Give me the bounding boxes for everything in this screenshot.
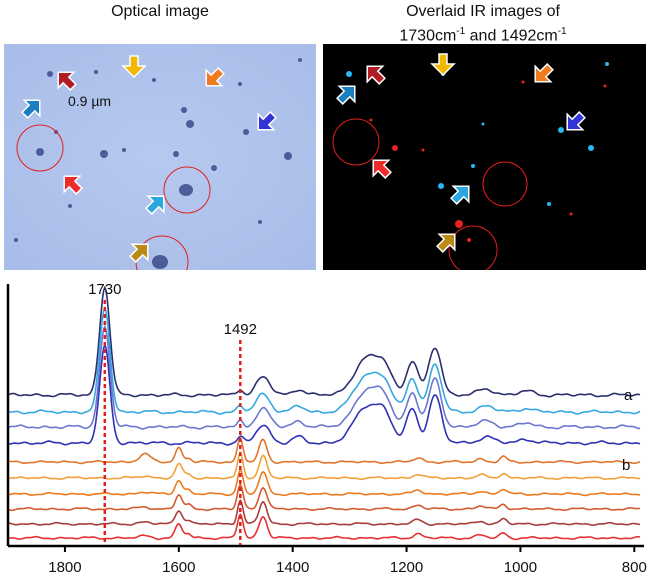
optical-arrow-group [21,55,277,263]
pointer-arrow-icon [21,99,41,119]
x-tick-label: 1800 [48,559,81,576]
x-tick-label: 800 [622,559,647,576]
series-label-b: b [622,457,630,474]
x-tick-label: 1400 [276,559,309,576]
pointer-arrow-icon [57,71,77,91]
ir-arrow-group [336,53,586,253]
scale-label: 0.9 µm [68,93,111,109]
pointer-arrow-icon [450,185,470,205]
series-label-a: a [624,387,633,404]
x-tick-label: 1600 [162,559,195,576]
pointer-arrow-icon [63,175,83,195]
reference-lines: 1730 1492 [88,281,257,546]
pointer-arrow-icon [145,195,165,215]
ir-title-exp2: -1 [557,26,567,37]
ir-title-part2: and 1492cm [465,27,558,45]
spectrum-series-2 [7,306,641,415]
spectrum-series-8 [7,483,640,512]
ir-spectra-chart: 1730 1492 1800 1600 1400 1200 1000 800 a b [6,281,647,576]
spectrum-series-9 [8,498,640,527]
spectra-series-group [7,285,641,541]
ir-title-part1: 1730cm [399,27,457,45]
pointer-arrow-icon [366,65,386,85]
pointer-arrow-icon [129,243,149,263]
reference-label-1730: 1730 [88,281,121,298]
pointer-arrow-icon [430,53,456,77]
ir-overlay-image [323,44,646,270]
highlight-circle [448,225,498,270]
pointer-arrow-icon [436,233,456,253]
x-tick-label: 1000 [504,559,537,576]
spectrum-series-10 [8,512,641,541]
ir-title-line2: 1730cm-1 and 1492cm-1 [320,22,646,46]
spectrum-series-1 [7,285,641,398]
spectrum-series-3 [7,324,641,430]
pointer-arrow-icon [336,85,356,105]
ir-title-exp1: -1 [456,26,466,37]
reference-label-1492: 1492 [224,321,257,338]
highlight-circle [482,161,528,207]
spectrum-series-4 [8,343,641,446]
pointer-arrow-icon [372,159,392,179]
pointer-arrow-icon [121,55,147,79]
pointer-arrow-icon [566,111,586,131]
highlight-circle [332,118,380,166]
optical-image-title: Optical image [111,3,209,20]
spectrum-series-5 [7,436,641,465]
optical-image: 0.9 µm [4,44,316,270]
chart-axes: 1800 1600 1400 1200 1000 800 [6,284,647,576]
ir-image-title: Overlaid IR images of 1730cm-1 and 1492c… [320,2,646,46]
highlight-circle [163,166,211,214]
ir-title-line1: Overlaid IR images of [406,3,560,20]
pointer-arrow-icon [534,63,554,83]
pointer-arrow-icon [257,111,277,131]
x-tick-label: 1200 [390,559,423,576]
pointer-arrow-icon [205,67,225,87]
spectrum-series-7 [7,468,641,497]
highlight-circle [16,124,64,172]
spectrum-series-6 [7,451,641,481]
